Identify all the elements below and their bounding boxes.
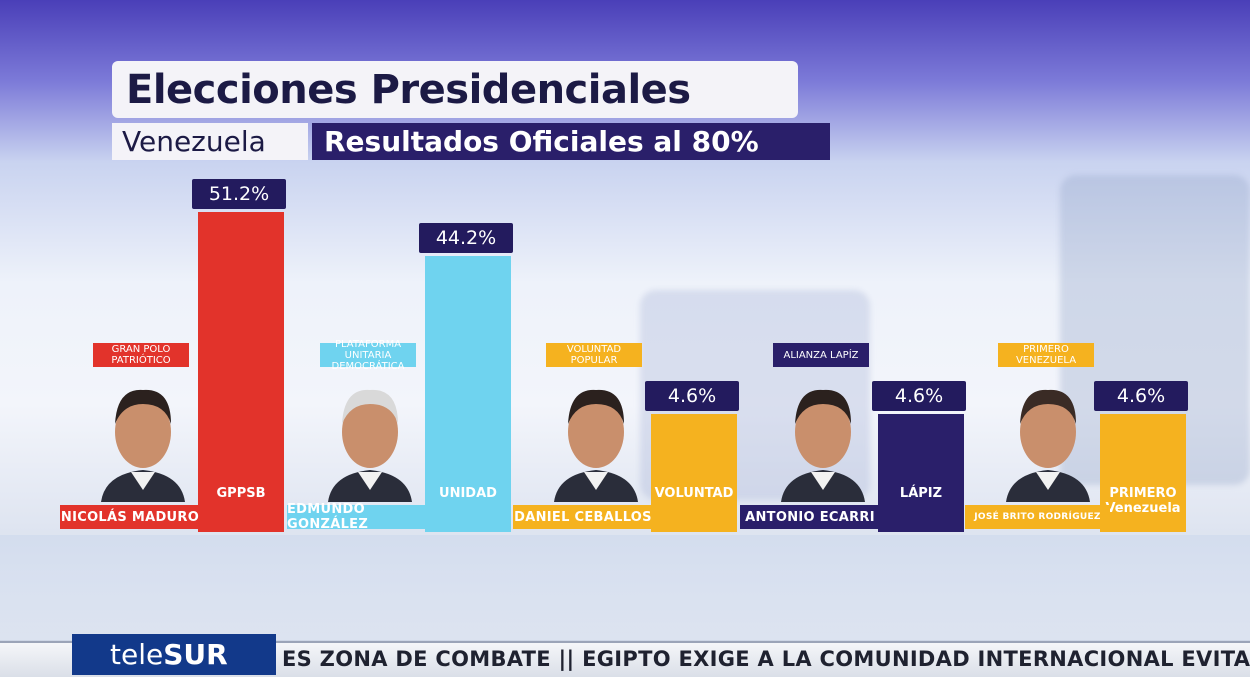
bar-1	[198, 212, 284, 532]
party-logo: LÁPIZ	[899, 486, 943, 501]
party-tag: ALIANZA LAPÍZ	[773, 343, 869, 367]
bar-2	[425, 255, 511, 532]
party-logo: PRIMERO Venezuela	[1105, 486, 1181, 516]
party-tag: VOLUNTAD POPULAR	[546, 343, 642, 367]
telesur-logo: tele SUR	[72, 634, 276, 675]
value-label: 44.2%	[419, 222, 513, 253]
party-logo: UNIDAD	[439, 486, 497, 501]
results-subtitle: Resultados Oficiales al 80%	[312, 123, 830, 160]
candidate-portrait	[101, 389, 185, 502]
candidate-portrait	[328, 389, 412, 502]
logo-tele: tele	[110, 638, 164, 671]
party-logo: GPPSB	[216, 486, 266, 501]
candidate-name: NICOLÁS MADURO	[60, 505, 200, 529]
ticker-text: ES ZONA DE COMBATE || EGIPTO EXIGE A LA …	[282, 647, 1250, 671]
party-tag: PLATAFORMA UNITARIA DEMOCRÁTICA	[320, 339, 416, 372]
country-label: Venezuela	[112, 123, 308, 160]
bar-5	[1100, 414, 1186, 532]
candidate-name: EDMUNDO GONZÁLEZ	[287, 502, 427, 532]
value-label: 51.2%	[192, 179, 286, 209]
party-logo: VOLUNTAD	[654, 486, 734, 501]
logo-sur: SUR	[163, 638, 228, 671]
candidate-portrait	[1006, 389, 1090, 502]
reflection-floor	[0, 535, 1250, 640]
value-label: 4.6%	[872, 381, 966, 411]
bar-4	[878, 414, 964, 532]
candidate-portrait	[781, 389, 865, 502]
bar-3	[651, 414, 737, 532]
party-tag: PRIMERO VENEZUELA	[998, 343, 1094, 367]
party-tag: GRAN POLO PATRIÓTICO	[93, 343, 189, 367]
candidate-name: DANIEL CEBALLOS	[513, 505, 653, 529]
value-label: 4.6%	[1094, 381, 1188, 411]
candidate-name: ANTONIO ECARRI	[740, 505, 880, 529]
candidate-name: JOSÉ BRITO RODRÍGUEZ	[965, 505, 1110, 529]
value-label: 4.6%	[645, 381, 739, 411]
candidate-portrait	[554, 389, 638, 502]
chart-title: Elecciones Presidenciales	[112, 61, 798, 118]
